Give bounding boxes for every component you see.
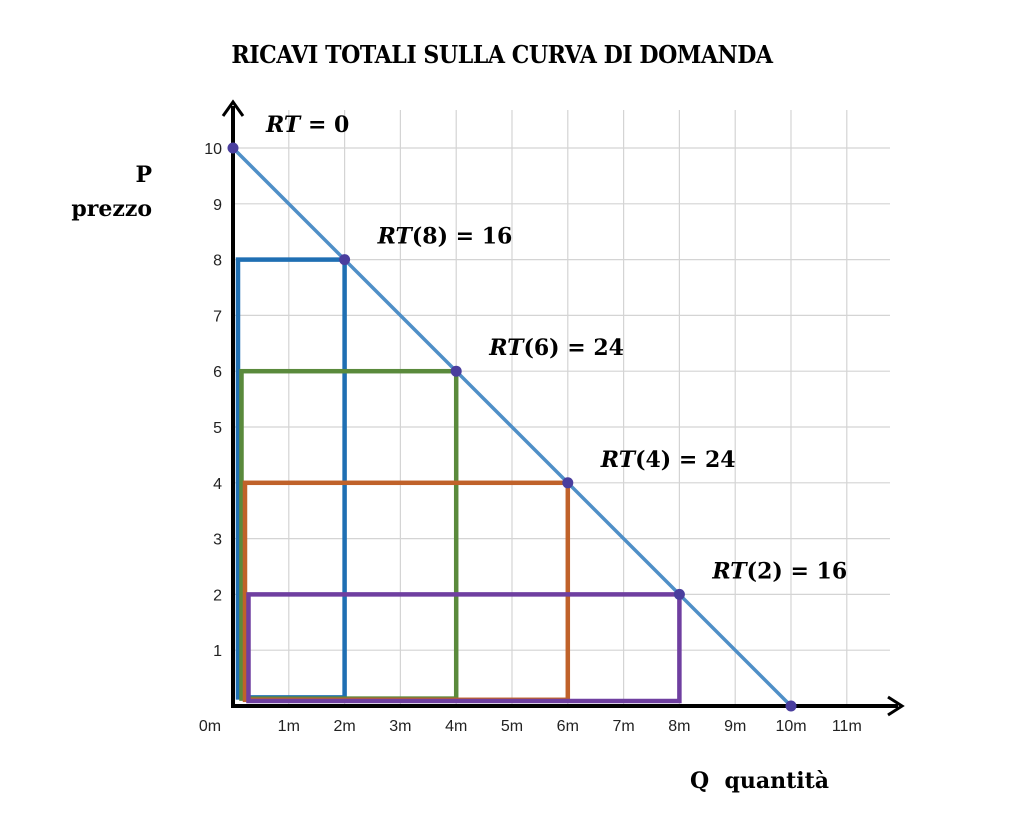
- y-axis-word: prezzo: [71, 196, 152, 222]
- x-tick-label: 9m: [724, 718, 746, 735]
- revenue-rectangles: [235, 257, 682, 704]
- y-axis-arrow-icon: [221, 99, 245, 117]
- x-tick-label: 0m: [199, 718, 221, 735]
- chart-title: RICAVI TOTALI SULLA CURVA DI DOMANDA: [231, 40, 773, 69]
- revenue-rectangle: [235, 257, 347, 700]
- y-axis-label: P prezzo: [40, 158, 152, 226]
- axes: [221, 99, 905, 717]
- y-axis-letter: P: [135, 162, 152, 188]
- x-tick-label: 6m: [557, 718, 579, 735]
- data-point: [673, 588, 685, 600]
- marked-points: [227, 142, 797, 712]
- y-tick-label: 2: [213, 587, 222, 604]
- y-tick-label: 1: [213, 643, 222, 660]
- data-point: [785, 700, 797, 712]
- y-tick-label: 3: [213, 532, 222, 549]
- revenue-rectangle: [239, 368, 459, 701]
- y-tick-label: 4: [213, 476, 222, 493]
- x-tick-label: 10m: [775, 718, 806, 735]
- revenue-rectangle: [246, 592, 682, 704]
- axis-ticks: 0m 1m 2m 3m 4m 5m 6m 7m 8m 9m 10m 11m 1 2 3 4 5 6 7 8 9 10: [199, 141, 862, 735]
- x-tick-label: 8m: [668, 718, 690, 735]
- data-point: [227, 142, 239, 154]
- x-tick-label: 11m: [832, 718, 862, 735]
- revenue-annotation: RT(4) = 24: [600, 447, 736, 473]
- revenue-annotation: RT(6) = 24: [488, 335, 624, 361]
- revenue-annotation: RT(2) = 16: [711, 558, 847, 584]
- y-tick-label: 10: [204, 141, 222, 158]
- demand-line: [231, 146, 793, 708]
- y-tick-label: 5: [213, 420, 222, 437]
- x-tick-label: 7m: [612, 718, 634, 735]
- x-tick-label: 4m: [445, 718, 467, 735]
- x-tick-label: 1m: [278, 718, 300, 735]
- revenue-annotation: RT = 0: [265, 112, 349, 138]
- data-point: [562, 477, 574, 489]
- x-axis-label: Q quantità: [690, 768, 830, 794]
- demand-curve: [231, 146, 793, 708]
- y-tick-label: 7: [213, 308, 222, 325]
- grid-lines: [233, 110, 890, 706]
- x-axis-arrow-icon: [887, 695, 905, 717]
- data-point: [450, 365, 462, 377]
- y-tick-label: 9: [213, 197, 222, 214]
- revenue-annotations: RT = 0 RT(8) = 16 RT(6) = 24 RT(4) = 24 RT(2…: [265, 112, 847, 584]
- y-tick-label: 8: [213, 253, 222, 270]
- y-tick-label: 6: [213, 364, 222, 381]
- revenue-annotation: RT(8) = 16: [377, 224, 513, 250]
- x-tick-label: 2m: [333, 718, 355, 735]
- revenue-rectangle: [242, 480, 571, 703]
- data-point: [339, 254, 351, 266]
- x-tick-label: 5m: [501, 718, 523, 735]
- x-tick-label: 3m: [389, 718, 411, 735]
